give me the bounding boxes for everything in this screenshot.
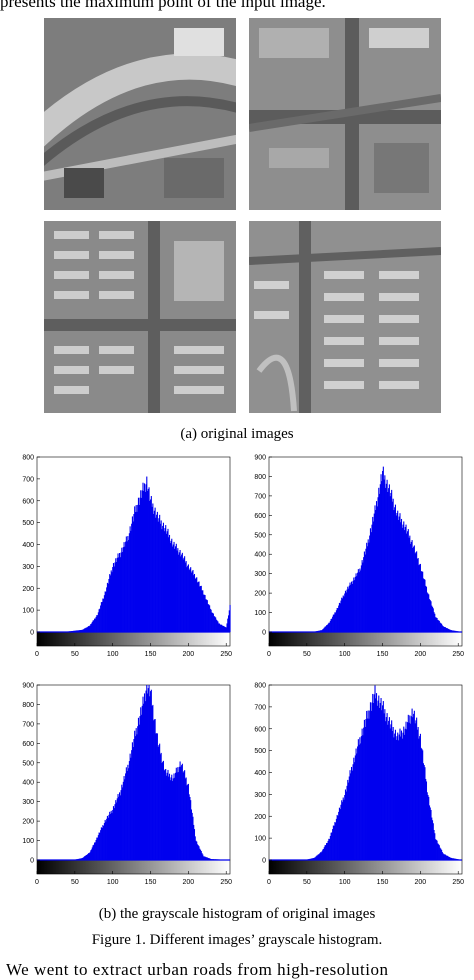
y-tick-label: 0	[262, 858, 266, 865]
y-tick-label: 600	[254, 513, 266, 520]
caption-a: (a) original images	[0, 426, 474, 443]
x-tick-label: 150	[145, 879, 157, 886]
x-tick-label: 150	[377, 879, 389, 886]
grayscale-colorbar	[269, 632, 462, 646]
y-tick-label: 700	[254, 704, 266, 711]
x-tick-label: 250	[452, 879, 464, 886]
x-tick-label: 150	[145, 651, 157, 658]
x-tick-label: 100	[339, 879, 351, 886]
histogram-bar	[230, 605, 231, 632]
x-tick-label: 50	[71, 651, 79, 658]
y-tick-label: 500	[254, 748, 266, 755]
histogram-3-plot: 0 100 200 300 400 500 600 700 800 900 0 50 100 150 200…	[22, 683, 232, 887]
y-tick-label: 300	[254, 571, 266, 578]
y-tick-label: 400	[22, 542, 34, 549]
y-tick-label: 700	[22, 476, 34, 483]
original-image-3	[44, 221, 236, 413]
figure-caption: Figure 1. Different images’ grayscale hi…	[0, 932, 474, 949]
y-tick-label: 700	[22, 721, 34, 728]
x-tick-label: 250	[220, 651, 232, 658]
y-tick-label: 900	[22, 683, 34, 690]
y-tick-label: 800	[22, 455, 34, 462]
y-tick-label: 100	[22, 608, 34, 615]
x-tick-label: 200	[415, 879, 427, 886]
histogram-4-plot: 0 100 200 300 400 500 600 700 800 0 50 100 150 200 250	[254, 683, 464, 887]
grayscale-colorbar	[37, 860, 230, 874]
y-tick-label: 800	[254, 683, 266, 690]
histogram-4: 0 100 200 300 400 500 600 700 800 0 50 100 150 200 250	[244, 680, 469, 890]
y-tick-label: 300	[254, 792, 266, 799]
x-tick-label: 100	[107, 879, 119, 886]
y-tick-label: 600	[22, 498, 34, 505]
grayscale-colorbar	[37, 632, 230, 646]
y-tick-label: 500	[22, 760, 34, 767]
y-tick-label: 900	[254, 455, 266, 462]
y-tick-label: 200	[254, 814, 266, 821]
bottom-text-fragment: We went to extract urban roads from high…	[6, 960, 474, 980]
y-tick-label: 200	[22, 586, 34, 593]
x-tick-label: 150	[377, 651, 389, 658]
y-tick-label: 300	[22, 799, 34, 806]
y-tick-label: 400	[254, 770, 266, 777]
x-tick-label: 0	[267, 879, 271, 886]
y-tick-label: 0	[30, 858, 34, 865]
y-tick-label: 200	[254, 591, 266, 598]
y-tick-label: 600	[254, 726, 266, 733]
original-image-2	[249, 18, 441, 210]
x-tick-label: 200	[415, 651, 427, 658]
x-tick-label: 0	[35, 651, 39, 658]
x-tick-label: 100	[339, 651, 351, 658]
x-tick-label: 50	[303, 651, 311, 658]
y-tick-label: 0	[262, 630, 266, 637]
histogram-1: 0 100 200 300 400 500 600 700 800 0 50 100 150 200 250	[12, 452, 237, 662]
y-tick-label: 200	[22, 819, 34, 826]
histogram-1-plot: 0 100 200 300 400 500 600 700 800 0 50 100 150 200 250	[22, 455, 232, 659]
histogram-3: 0 100 200 300 400 500 600 700 800 900 0 50 100 150 200…	[12, 680, 237, 890]
histogram-2-plot: 0 100 200 300 400 500 600 700 800 900 0 50 100 150 200…	[254, 455, 464, 659]
y-tick-label: 100	[254, 610, 266, 617]
x-tick-label: 0	[267, 651, 271, 658]
y-tick-label: 400	[254, 552, 266, 559]
y-tick-label: 300	[22, 564, 34, 571]
original-image-1	[44, 18, 236, 210]
y-tick-label: 800	[22, 702, 34, 709]
x-tick-label: 200	[183, 879, 195, 886]
grayscale-colorbar	[269, 860, 462, 874]
x-tick-label: 100	[107, 651, 119, 658]
original-image-4	[249, 221, 441, 413]
y-tick-label: 600	[22, 741, 34, 748]
y-tick-label: 700	[254, 493, 266, 500]
y-tick-label: 100	[254, 836, 266, 843]
y-tick-label: 400	[22, 780, 34, 787]
caption-b: (b) the grayscale histogram of original …	[0, 906, 474, 923]
y-tick-label: 500	[254, 532, 266, 539]
y-tick-label: 800	[254, 474, 266, 481]
x-tick-label: 200	[183, 651, 195, 658]
x-tick-label: 0	[35, 879, 39, 886]
x-tick-label: 250	[220, 879, 232, 886]
top-text-fragment: presents the maximum point of the input …	[0, 0, 474, 12]
y-tick-label: 0	[30, 630, 34, 637]
x-tick-label: 50	[303, 879, 311, 886]
y-tick-label: 500	[22, 520, 34, 527]
x-tick-label: 50	[71, 879, 79, 886]
histogram-2: 0 100 200 300 400 500 600 700 800 900 0 50 100 150 200…	[244, 452, 469, 662]
x-tick-label: 250	[452, 651, 464, 658]
y-tick-label: 100	[22, 838, 34, 845]
